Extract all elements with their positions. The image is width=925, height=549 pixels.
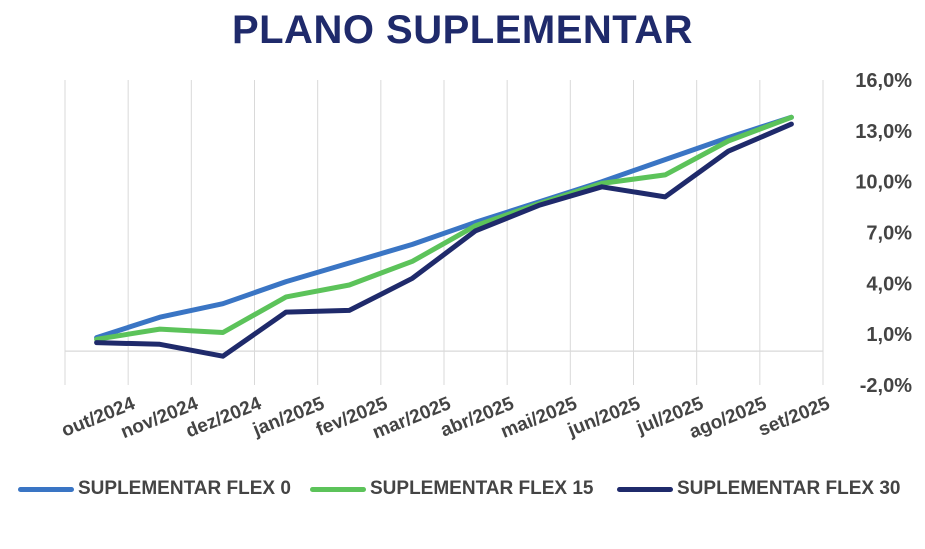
legend-item-flex-0: SUPLEMENTAR FLEX 0 [18,478,291,500]
legend-label-flex-15: SUPLEMENTAR FLEX 15 [370,478,594,499]
series-lines [94,114,794,359]
y-tick-label: -2,0% [860,375,912,397]
legend-item-flex-30: SUPLEMENTAR FLEX 30 [617,478,900,500]
y-tick-label: 1,0% [866,324,912,346]
series-line-1 [94,114,794,342]
series-line-0 [94,114,794,341]
legend-swatch-flex-30 [617,486,673,492]
legend: SUPLEMENTAR FLEX 0 SUPLEMENTAR FLEX 15 S… [0,478,925,508]
legend-swatch-flex-0 [18,486,74,492]
y-tick-label: 16,0% [855,70,912,92]
y-tick-label: 7,0% [866,223,912,245]
x-axis-labels: out/2024nov/2024dez/2024jan/2025fev/2025… [59,393,834,444]
legend-label-flex-0: SUPLEMENTAR FLEX 0 [78,478,291,499]
x-tick-label: jun/2025 [564,393,644,441]
series-line-2 [94,121,794,359]
chart-title: PLANO SUPLEMENTAR [231,8,694,52]
y-tick-label: 4,0% [866,273,912,295]
x-tick-label: jan/2025 [249,393,328,441]
y-axis-labels: 16,0% 13,0% 10,0% 7,0% 4,0% 1,0% -2,0% [855,70,912,397]
x-tick-label: set/2025 [755,393,833,441]
y-tick-label: 10,0% [855,172,912,194]
grid [64,80,824,385]
legend-swatch-flex-15 [310,486,366,492]
y-tick-label: 13,0% [855,121,912,143]
legend-item-flex-15: SUPLEMENTAR FLEX 15 [310,478,593,500]
legend-label-flex-30: SUPLEMENTAR FLEX 30 [677,478,901,499]
